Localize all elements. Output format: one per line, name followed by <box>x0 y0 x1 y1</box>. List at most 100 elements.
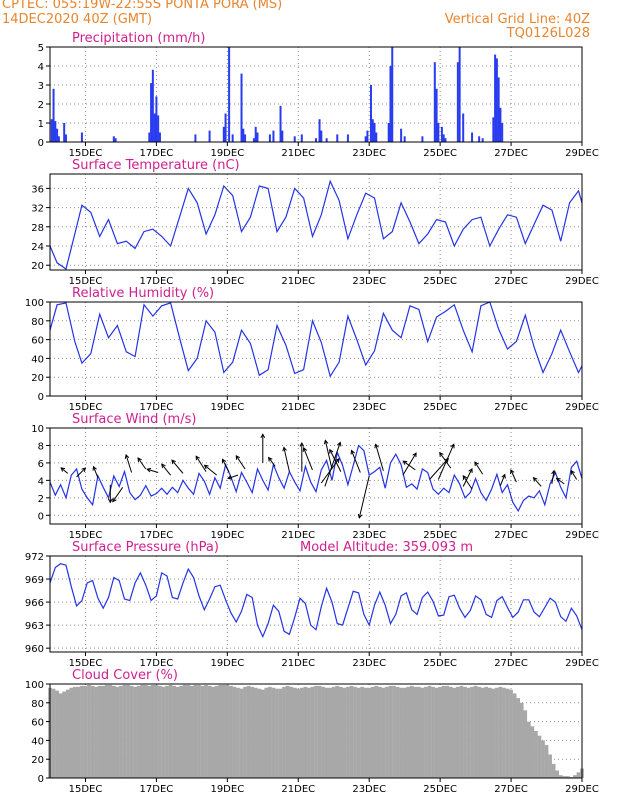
panel-cloud-area-column <box>324 687 329 778</box>
panel-precip-bar <box>336 134 339 142</box>
panel-cloud-area-column <box>463 686 467 778</box>
panel-cloud-area-column <box>576 772 581 778</box>
panel-precip-bar <box>437 123 440 142</box>
panel-cloud-area-column <box>470 686 474 778</box>
wind-arrow <box>76 467 86 478</box>
panel-precip-bar <box>433 62 436 143</box>
wind-arrow-head <box>374 443 379 449</box>
wind-arrow <box>462 468 473 487</box>
panel-rh-ytick-label: 0 <box>38 392 44 403</box>
wind-arrow-head <box>412 452 417 458</box>
panel-precip-bar <box>63 123 66 142</box>
panel-precip-bar <box>222 126 225 142</box>
panel-precip-bar <box>194 134 197 142</box>
panel-precip-xtick-label: 23DEC <box>352 148 386 159</box>
panel-cloud-area-column <box>537 735 542 778</box>
wind-arrow <box>324 442 341 487</box>
panel-temp-title: Surface Temperature (nC) <box>72 158 240 173</box>
panel-cloud-ytick-label: 60 <box>31 718 44 729</box>
panel-rh-frame <box>49 301 583 397</box>
panel-precip-bar <box>256 132 259 142</box>
panel-precip-bar <box>318 119 321 142</box>
panel-precip-bar <box>56 128 59 142</box>
panel-cloud-area-column <box>243 686 247 778</box>
wind-arrow <box>375 444 384 471</box>
panel-cloud-area-column <box>55 690 59 778</box>
wind-arrow <box>556 477 565 485</box>
panel-press-ytick-label: 963 <box>25 621 44 632</box>
wind-arrow-head <box>260 433 266 439</box>
panel-cloud-xtick-label: 17DEC <box>140 784 174 795</box>
wind-arrow-head <box>221 458 227 464</box>
panel-press-annotation: Model Altitude: 359.093 m <box>300 540 473 555</box>
panel-cloud-area-column <box>441 685 446 778</box>
panel-cloud-area-column <box>519 702 524 778</box>
panel-precip-bar <box>231 134 234 142</box>
panel-precip-bar <box>64 134 67 142</box>
panel-cloud-area-column <box>122 684 127 778</box>
panel-precip-bar <box>244 134 247 142</box>
wind-arrow-head <box>402 460 408 465</box>
panel-cloud-area-column <box>275 688 279 778</box>
panel-cloud-area-column <box>374 685 379 778</box>
panel-cloud-area-column <box>516 698 521 778</box>
panel-cloud-area-column <box>229 685 233 778</box>
panel-cloud-ytick-label: 20 <box>31 755 44 766</box>
panel-wind-xtick-label: 15DEC <box>69 530 103 541</box>
panel-cloud-area-column <box>509 689 513 778</box>
panel-precip-xtick-label: 19DEC <box>210 148 244 159</box>
panel-cloud-area-column <box>534 731 538 778</box>
wind-arrow <box>161 463 171 476</box>
panel-cloud-area-column <box>104 684 109 778</box>
panel-cloud-area-column <box>147 685 152 778</box>
panel-temp-xtick-label: 17DEC <box>140 276 174 287</box>
panel-cloud-area-column <box>431 686 435 778</box>
panel-temp-ytick-label: 28 <box>31 223 44 234</box>
panel-cloud-area-column <box>175 686 180 778</box>
panel-cloud-area-column <box>565 776 570 778</box>
panel-rh-ytick-label: 100 <box>25 298 44 309</box>
panel-cloud-area-column <box>555 770 560 778</box>
panel-temp-ytick-label: 32 <box>31 204 44 215</box>
panel-precip-bar <box>444 138 447 142</box>
panel-cloud-area-column <box>321 686 325 778</box>
panel-cloud-ytick-label: 40 <box>31 736 44 747</box>
panel-cloud-area-column <box>502 687 506 778</box>
panel-press-xtick-label: 25DEC <box>423 658 457 669</box>
panel-cloud-area-column <box>289 686 294 778</box>
panel-precip-bar <box>497 77 500 142</box>
panel-precip-ytick-label: 2 <box>38 100 44 111</box>
panel-temp-xtick-label: 19DEC <box>210 276 244 287</box>
panel-cloud-xtick-label: 21DEC <box>281 784 315 795</box>
panel-cloud-area-column <box>413 686 418 778</box>
panel-precip-bar <box>242 128 245 142</box>
wind-arrow <box>510 469 517 483</box>
panel-cloud-area-column <box>523 710 528 778</box>
panel-precip-bar <box>252 138 255 142</box>
panel-wind-xtick-label: 23DEC <box>352 530 386 541</box>
panel-cloud-area-column <box>314 685 318 778</box>
panel-precip-bar <box>391 47 394 142</box>
panel-cloud-area-column <box>459 685 464 778</box>
wind-arrow-head <box>336 441 342 447</box>
panel-cloud-area-column <box>108 684 113 778</box>
panel-press-xtick-label: 15DEC <box>69 658 103 669</box>
wind-arrow-head <box>450 443 455 449</box>
panel-cloud-area-column <box>221 684 226 778</box>
wind-arrow <box>222 459 230 473</box>
panel-cloud-area-column <box>282 686 286 778</box>
wind-arrow-head <box>439 451 444 457</box>
panel-precip-xtick-label: 17DEC <box>140 148 174 159</box>
wind-arrow-head <box>299 441 305 447</box>
panel-precip-bar <box>281 130 284 142</box>
panel-wind-xtick-label: 27DEC <box>494 530 528 541</box>
panel-wind-ytick-label: 6 <box>38 459 44 470</box>
panel-rh-xtick-label: 25DEC <box>423 402 457 413</box>
panel-wind-xtick-label: 19DEC <box>210 530 244 541</box>
panel-cloud-area-column <box>246 685 251 778</box>
panel-precip-ytick-label: 5 <box>38 43 44 54</box>
panel-cloud-area-column <box>377 686 382 778</box>
wind-arrow <box>329 449 342 472</box>
panel-cloud-area-column <box>331 686 336 778</box>
header-location: CPTEC: 055:19W-22:55S PONTA PORA (MS) <box>2 0 283 12</box>
